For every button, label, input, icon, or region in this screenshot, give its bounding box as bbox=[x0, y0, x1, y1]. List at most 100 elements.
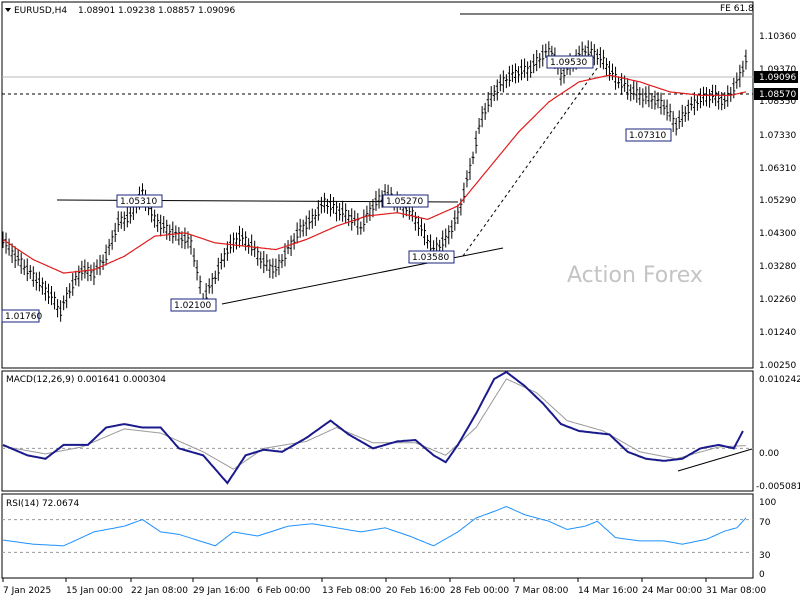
price-bar bbox=[128, 205, 132, 224]
price-bar bbox=[498, 74, 502, 92]
watermark: Action Forex bbox=[567, 263, 703, 288]
annotation-label-text: 1.01760 bbox=[5, 312, 42, 322]
price-bar bbox=[374, 190, 378, 211]
price-bar bbox=[307, 210, 311, 230]
price-bar bbox=[213, 270, 217, 285]
price-bar bbox=[356, 213, 360, 235]
price-bar bbox=[735, 72, 739, 89]
price-bar bbox=[328, 194, 332, 217]
price-bar bbox=[711, 84, 715, 104]
price-bar bbox=[611, 63, 615, 81]
macd-signal-line bbox=[2, 378, 746, 470]
price-bar bbox=[259, 251, 263, 269]
price-bar bbox=[350, 208, 354, 231]
price-bar bbox=[238, 225, 242, 248]
macd-trendline[interactable] bbox=[677, 448, 753, 472]
symbol-dropdown-icon[interactable] bbox=[5, 8, 11, 12]
price-bar bbox=[513, 63, 517, 84]
time-label: 7 Jan 2025 bbox=[3, 586, 51, 596]
price-bar bbox=[607, 60, 611, 81]
current-price-tag bbox=[754, 71, 798, 83]
price-bar bbox=[450, 220, 454, 239]
price-bar bbox=[495, 79, 499, 101]
price-bar bbox=[626, 78, 630, 100]
price-bar bbox=[322, 192, 326, 213]
time-label: 28 Feb 00:00 bbox=[450, 586, 509, 596]
time-label: 7 Mar 08:00 bbox=[514, 586, 569, 596]
price-bar bbox=[650, 92, 654, 109]
symbol-label: EURUSD,H4 bbox=[14, 6, 67, 16]
price-bar bbox=[189, 234, 193, 255]
price-bar bbox=[686, 99, 690, 121]
annotation-label: 1.09530 bbox=[546, 55, 594, 69]
macd-label: MACD(12,26,9) 0.001641 0.000304 bbox=[6, 375, 166, 385]
rsi-tick: 70 bbox=[759, 518, 771, 528]
price-bar bbox=[286, 240, 290, 255]
price-bar bbox=[289, 235, 293, 256]
price-bar bbox=[104, 244, 108, 266]
price-bar bbox=[683, 106, 687, 122]
price-bar bbox=[453, 210, 457, 231]
support-trendline[interactable] bbox=[221, 247, 504, 305]
price-bar bbox=[116, 211, 120, 232]
price-bar bbox=[43, 280, 47, 301]
price-bar bbox=[292, 233, 296, 250]
annotation-label-text: 1.09530 bbox=[550, 58, 587, 68]
price-bar bbox=[19, 252, 23, 274]
price-bar bbox=[316, 200, 320, 221]
price-tick: 1.04300 bbox=[759, 229, 796, 239]
price-bar bbox=[165, 219, 169, 240]
price-bar bbox=[368, 202, 372, 221]
rsi-panel-frame bbox=[1, 493, 754, 579]
macd-panel-frame bbox=[1, 370, 754, 492]
marked-level-tag bbox=[754, 88, 798, 100]
price-bar bbox=[301, 219, 305, 237]
price-bar bbox=[107, 238, 111, 256]
price-bar bbox=[538, 53, 542, 69]
price-bar bbox=[617, 76, 621, 89]
price-bar bbox=[65, 287, 69, 309]
price-bar bbox=[140, 183, 144, 197]
annotation-label-text: 1.05310 bbox=[120, 197, 157, 207]
annotation-label: 1.03580 bbox=[408, 250, 455, 264]
price-tick: 1.02260 bbox=[759, 295, 796, 305]
price-tick: 1.06310 bbox=[759, 164, 796, 174]
price-bar bbox=[277, 254, 281, 276]
price-bar bbox=[629, 84, 633, 102]
price-bar bbox=[50, 285, 54, 306]
price-bar bbox=[365, 205, 369, 223]
fib-projection-line[interactable] bbox=[462, 66, 599, 257]
price-bar bbox=[662, 99, 666, 116]
price-bar bbox=[101, 254, 105, 270]
price-bar bbox=[729, 87, 733, 102]
annotation-label: 1.05310 bbox=[116, 194, 163, 208]
price-bar bbox=[501, 70, 505, 93]
price-bar bbox=[614, 66, 618, 90]
time-label: 29 Jan 16:00 bbox=[193, 586, 250, 596]
price-bar bbox=[159, 214, 163, 237]
price-bar bbox=[195, 259, 199, 281]
price-bar bbox=[559, 66, 563, 86]
price-bar bbox=[504, 74, 508, 89]
price-bar bbox=[426, 235, 430, 249]
price-bar bbox=[726, 85, 730, 107]
price-bar bbox=[271, 258, 275, 279]
price-bar bbox=[310, 208, 314, 229]
price-tick: 1.09370 bbox=[759, 65, 796, 75]
price-bar bbox=[174, 225, 178, 241]
price-bar bbox=[680, 104, 684, 127]
price-bar bbox=[523, 58, 527, 78]
price-bar bbox=[741, 60, 745, 77]
macd-tick: -0.005081 bbox=[756, 482, 800, 492]
price-bar bbox=[313, 209, 317, 227]
price-bar bbox=[692, 92, 696, 116]
price-bar bbox=[332, 197, 336, 214]
time-label: 24 Mar 00:00 bbox=[642, 586, 702, 596]
price-bar bbox=[216, 257, 220, 281]
price-bar bbox=[526, 61, 530, 81]
moving-average-line bbox=[2, 74, 747, 274]
price-bar bbox=[34, 272, 38, 291]
price-bar bbox=[234, 232, 238, 250]
price-bar bbox=[744, 49, 748, 70]
